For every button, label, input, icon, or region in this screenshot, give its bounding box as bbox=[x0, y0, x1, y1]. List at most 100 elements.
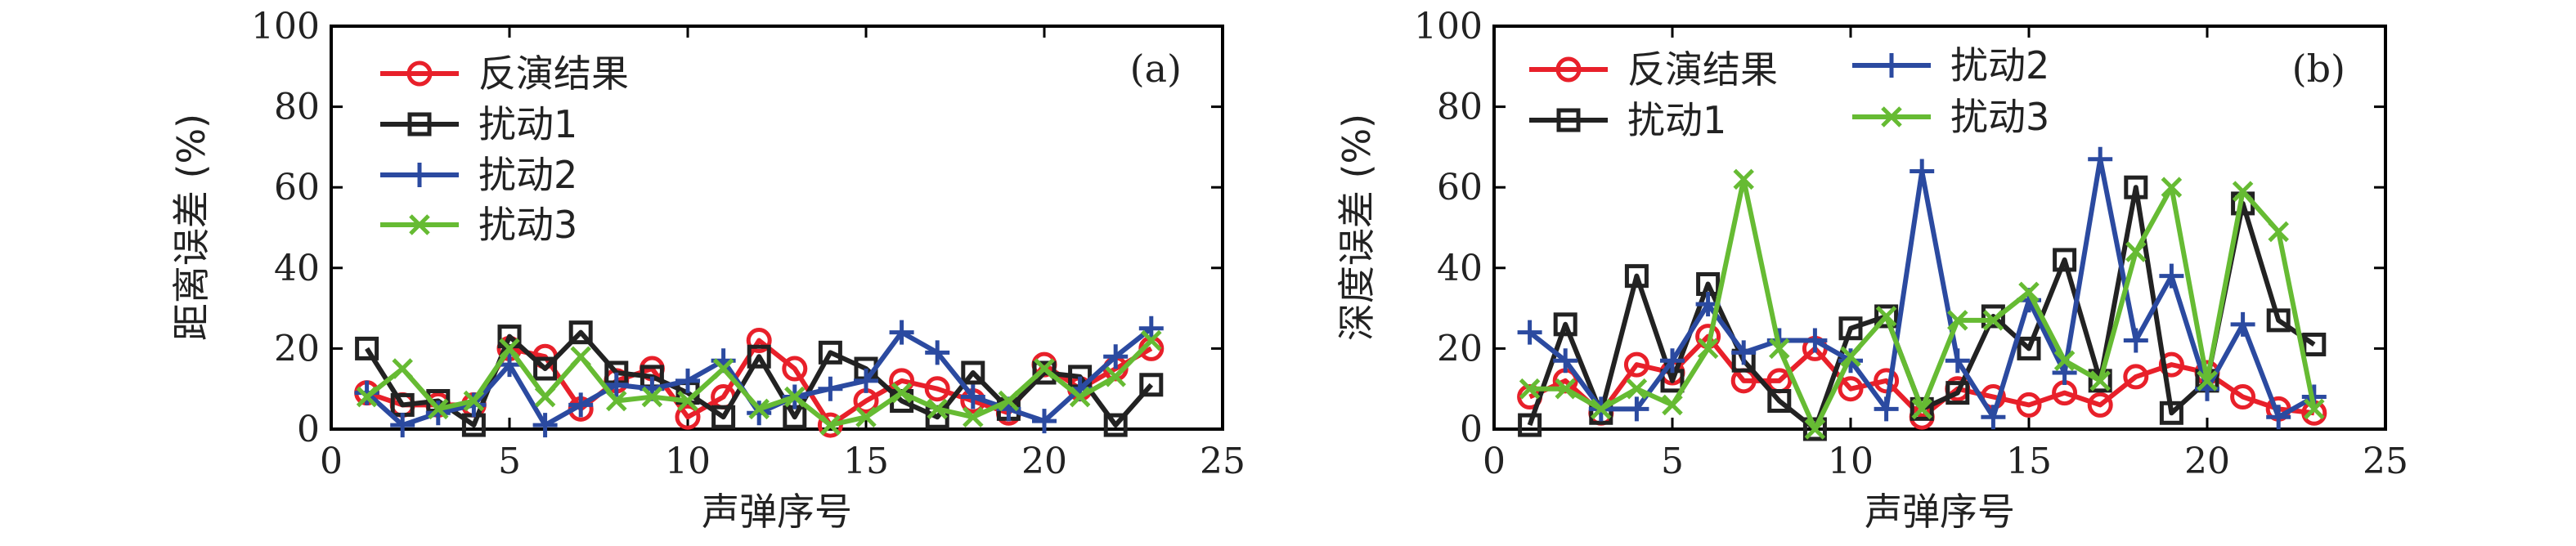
data-point bbox=[355, 336, 379, 360]
data-point bbox=[2230, 384, 2256, 410]
data-point bbox=[712, 358, 734, 379]
data-point bbox=[1802, 328, 1828, 353]
data-point bbox=[2088, 369, 2112, 393]
y-tick-label: 80 bbox=[274, 87, 320, 128]
data-point bbox=[854, 368, 878, 393]
y-axis-label: 距离误差 (%) bbox=[169, 114, 213, 341]
data-point bbox=[818, 340, 842, 365]
data-point bbox=[819, 414, 841, 436]
data-point bbox=[1874, 368, 1900, 394]
data-point bbox=[1981, 405, 2006, 430]
x-tick-label: 0 bbox=[320, 441, 343, 482]
legend-marker bbox=[407, 163, 432, 187]
data-point bbox=[711, 405, 736, 429]
data-point bbox=[2016, 392, 2042, 418]
y-tick-label: 100 bbox=[251, 6, 320, 47]
data-point bbox=[889, 320, 914, 345]
legend-label: 扰动2 bbox=[1950, 43, 2049, 87]
data-point bbox=[1874, 396, 1899, 422]
data-point bbox=[1802, 417, 1827, 441]
data-point bbox=[748, 398, 770, 420]
series-3 bbox=[354, 316, 1164, 438]
data-point bbox=[961, 360, 985, 385]
x-tick-label: 25 bbox=[2363, 441, 2408, 482]
x-tick-label: 10 bbox=[665, 441, 711, 482]
data-point bbox=[746, 328, 772, 354]
data-point bbox=[1874, 304, 1899, 329]
data-point bbox=[1733, 168, 1754, 190]
legend-entry: 反演结果 bbox=[380, 51, 629, 96]
chart-panel-b: 0 20 40 60 80 100 0 5 10 15 20 25 声弹序号 深度误差 (%) (b) 反演结… bbox=[1335, 6, 2408, 534]
data-point bbox=[1982, 310, 2004, 331]
data-point bbox=[675, 404, 701, 430]
data-point bbox=[677, 390, 698, 412]
data-point bbox=[2087, 392, 2113, 418]
data-point bbox=[1838, 376, 1864, 402]
legend-entry: 扰动1 bbox=[1529, 98, 1726, 142]
data-point bbox=[534, 386, 556, 408]
data-point bbox=[1840, 346, 1861, 368]
legend-marker bbox=[409, 214, 430, 235]
data-point bbox=[1591, 398, 1612, 420]
data-point bbox=[2197, 370, 2218, 392]
chart-panel-a: 0 20 40 60 80 100 0 5 10 15 20 25 声弹序号 距离误差 (%) (a) 反演结… bbox=[169, 6, 1245, 534]
data-point bbox=[2268, 221, 2289, 243]
data-point bbox=[1947, 310, 1968, 331]
data-point bbox=[425, 401, 451, 426]
legend-marker bbox=[1555, 56, 1582, 83]
data-point bbox=[356, 386, 378, 408]
data-point bbox=[784, 386, 806, 408]
data-point bbox=[1697, 338, 1719, 360]
x-tick-label: 5 bbox=[1661, 441, 1684, 482]
y-tick-label: 40 bbox=[274, 248, 320, 289]
data-point bbox=[1553, 312, 1577, 337]
data-point bbox=[1875, 306, 1897, 327]
data-point bbox=[998, 390, 1020, 412]
legend-label: 扰动2 bbox=[478, 153, 577, 197]
data-point bbox=[1034, 358, 1055, 379]
data-point bbox=[747, 401, 772, 426]
legend-label: 反演结果 bbox=[478, 51, 629, 96]
data-point bbox=[2230, 311, 2255, 337]
data-point bbox=[1626, 378, 1648, 400]
y-tick-label: 60 bbox=[1437, 167, 1483, 208]
data-point bbox=[960, 384, 985, 410]
x-tick-label: 20 bbox=[2184, 441, 2230, 482]
data-point bbox=[2159, 263, 2184, 289]
data-point bbox=[463, 390, 485, 412]
y-axis-label: 深度误差 (%) bbox=[1335, 114, 1379, 341]
legend-entry: 扰动2 bbox=[1852, 43, 2049, 87]
data-point bbox=[925, 340, 950, 365]
plot-frame bbox=[1492, 25, 2387, 431]
data-point bbox=[570, 346, 591, 368]
data-point bbox=[747, 344, 771, 369]
legend-marker bbox=[1881, 106, 1902, 128]
data-point bbox=[568, 392, 594, 418]
y-tick-label: 0 bbox=[297, 409, 320, 450]
legend-label: 扰动1 bbox=[478, 102, 577, 146]
x-tick-label: 15 bbox=[843, 441, 889, 482]
legend-label: 扰动3 bbox=[478, 203, 577, 247]
data-point bbox=[2159, 401, 2183, 425]
data-point bbox=[963, 406, 984, 427]
data-point bbox=[390, 413, 415, 438]
data-point bbox=[641, 386, 663, 408]
legend-label: 扰动3 bbox=[1950, 95, 2049, 139]
data-point bbox=[1945, 348, 1970, 374]
y-tick-label: 60 bbox=[274, 167, 320, 208]
data-point bbox=[1767, 388, 1792, 413]
series-4 bbox=[1519, 168, 2325, 440]
data-point bbox=[2017, 336, 2041, 360]
x-tick-label: 0 bbox=[1483, 441, 1506, 482]
data-point bbox=[891, 382, 913, 404]
legend-entry: 扰动1 bbox=[380, 102, 577, 146]
data-point bbox=[392, 358, 413, 379]
data-point bbox=[1910, 159, 1935, 184]
data-point bbox=[1623, 351, 1649, 378]
data-point bbox=[1624, 264, 1649, 289]
data-point bbox=[533, 356, 558, 381]
data-point bbox=[2158, 351, 2184, 378]
y-tick-label: 20 bbox=[1437, 328, 1483, 369]
